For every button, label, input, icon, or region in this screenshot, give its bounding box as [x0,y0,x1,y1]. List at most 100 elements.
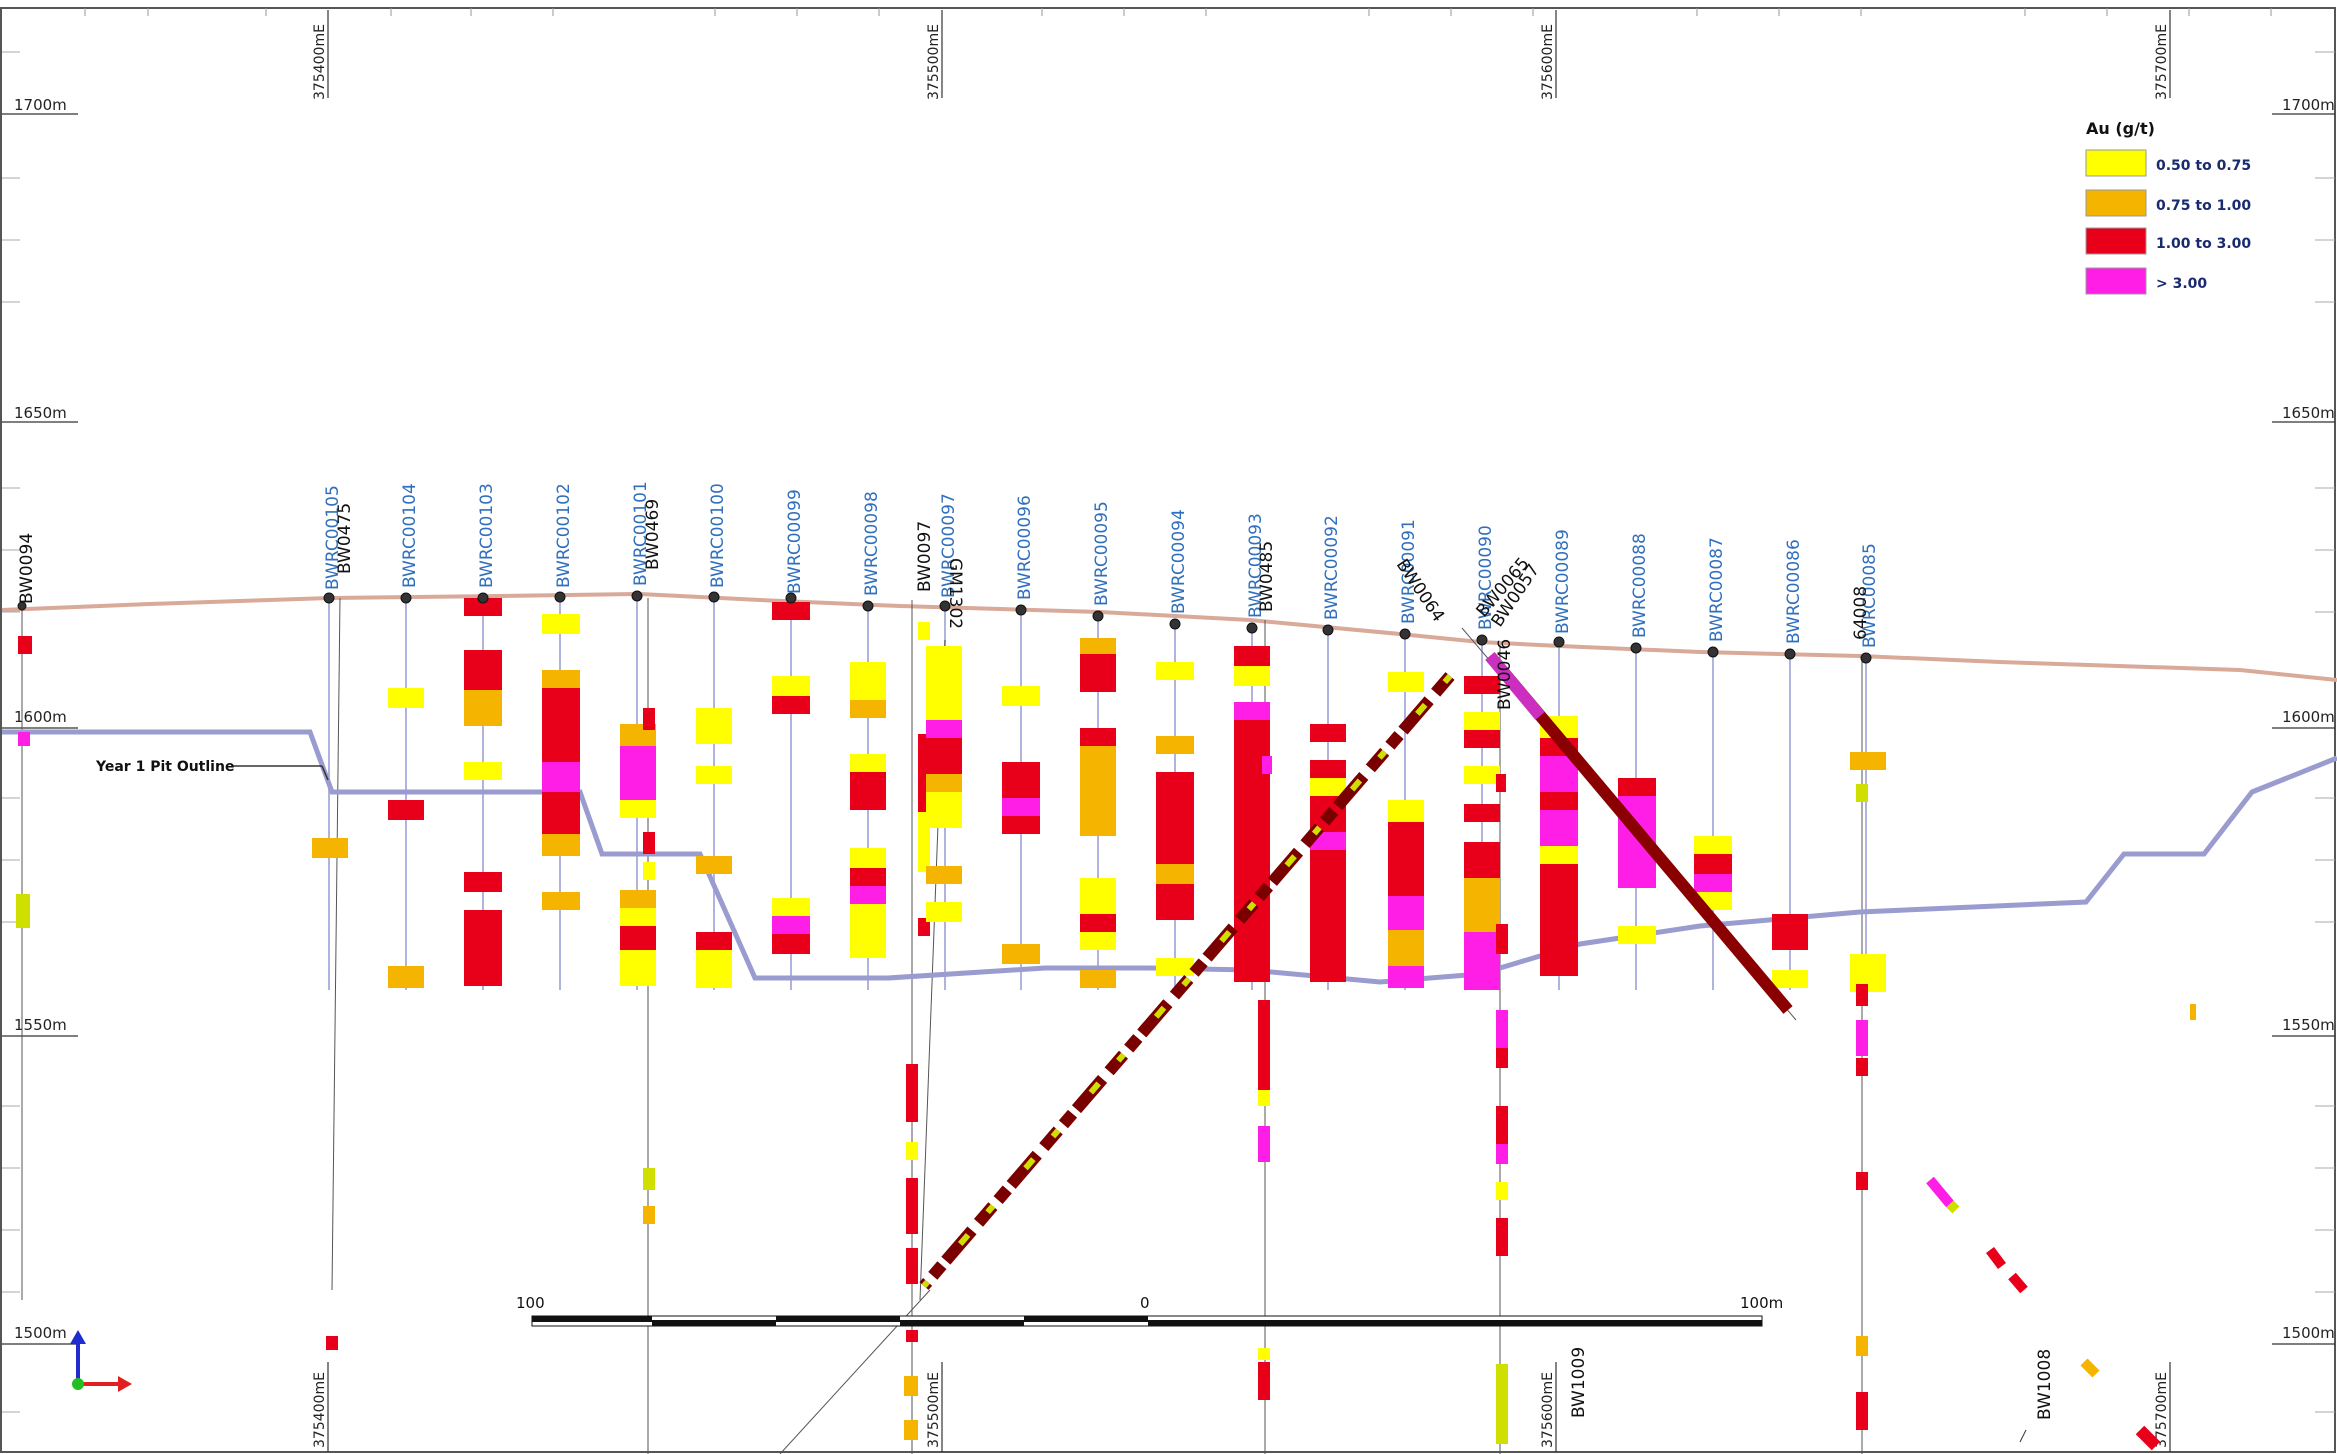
hole-label-bwrc00090: BWRC00090 [1476,525,1496,630]
interval [1156,662,1194,680]
hole-label-bwrc00099: BWRC00099 [785,489,805,594]
interval [312,838,348,858]
interval [926,720,962,738]
scale-label-right: 100m [1740,1294,1783,1312]
hole-label-bwrc00098: BWRC00098 [862,491,882,596]
interval [926,866,962,884]
interval [643,766,655,786]
interval [1156,736,1194,754]
interval [643,862,655,880]
interval [388,800,424,820]
interval [918,622,930,640]
interval [1258,1090,1270,1106]
interval [696,856,732,874]
interval [464,650,502,690]
interval [542,614,580,634]
interval [464,690,502,726]
hole-label-bwrc00094: BWRC00094 [1169,509,1189,614]
interval [1388,966,1424,988]
hole-label-bwrc00103: BWRC00103 [477,483,497,588]
interval [906,1178,918,1234]
interval [1388,896,1424,930]
elev-label-1550-right: 1550m [2282,1016,2335,1034]
interval [643,708,655,730]
interval [850,848,886,868]
hole-label-bw1008: BW1008 [2035,1349,2055,1420]
interval [1080,746,1116,836]
easting-label-375600-bottom: 375600mE [1540,1372,1556,1448]
hole-label-bwrc00104: BWRC00104 [400,483,420,588]
interval [926,792,962,828]
hole-label-bwrc00089: BWRC00089 [1553,529,1573,634]
interval [906,1064,918,1122]
interval [464,598,502,616]
axis-orientation-icon [70,1330,132,1392]
hole-label-bw0094: BW0094 [17,533,37,604]
legend-swatch-yellow [2085,149,2147,177]
interval [1464,804,1500,822]
blue-hole-labels: BWRC00105 BWRC00104 BWRC00103 BWRC00102 … [323,481,1880,648]
easting-label-375600-top: 375600mE [1540,24,1556,100]
top-ticks [84,8,2272,16]
elev-label-1700-right: 1700m [2282,96,2335,114]
interval [926,646,962,720]
interval [1080,654,1116,692]
interval [620,800,656,818]
interval [850,886,886,904]
easting-lines-bottom [327,1362,2171,1452]
interval [1618,778,1656,796]
interval [542,792,580,834]
interval [850,904,886,958]
interval [772,676,810,696]
hole-label-bw0469: BW0469 [643,499,663,570]
interval [906,1248,918,1284]
interval [772,934,810,954]
interval [1080,932,1116,950]
interval [18,732,30,746]
interval [620,926,656,950]
interval [1388,822,1424,896]
elevation-labels: 1700m 1650m 1600m 1550m 1500m 1700m 1650… [14,96,2335,1342]
interval [1002,762,1040,798]
hole-label-bwrc00088: BWRC00088 [1630,533,1650,638]
interval [1002,944,1040,964]
easting-lines-top [327,10,2171,98]
elev-label-1500-right: 1500m [2282,1324,2335,1342]
interval [1002,686,1040,706]
interval [1234,702,1270,720]
interval [904,1376,918,1396]
hole-label-bwrc00105: BWRC00105 [323,485,343,590]
interval [696,950,732,988]
elev-label-1600-right: 1600m [2282,708,2335,726]
interval [1156,772,1194,864]
interval [1496,924,1508,954]
hole-label-gm1302: GM1302 [945,558,965,629]
interval [18,636,32,654]
interval [1540,864,1578,976]
legend: Au (g/t) 0.50 to 0.75 0.75 to 1.00 1.00 … [2085,119,2251,295]
elev-label-1650-right: 1650m [2282,404,2335,422]
interval [1856,1058,1868,1076]
scale-label-mid: 0 [1140,1294,1150,1312]
interval [1258,1126,1270,1162]
interval [643,1168,655,1190]
interval [326,1336,338,1350]
interval [1856,1392,1868,1430]
interval [1856,1020,1868,1056]
side-ticks [2,51,2335,1413]
interval [1310,760,1346,778]
interval [1258,1000,1270,1090]
interval [1850,752,1886,770]
interval [1496,774,1506,792]
legend-swatch-red [2085,227,2147,255]
elev-label-1600-left: 1600m [14,708,67,726]
interval [1540,810,1578,846]
interval [696,766,732,784]
legend-swatch-orange [2085,189,2147,217]
interval [1388,930,1424,966]
elev-label-1500-left: 1500m [14,1324,67,1342]
interval [464,762,502,780]
interval [1002,798,1040,816]
interval [1496,1218,1508,1256]
